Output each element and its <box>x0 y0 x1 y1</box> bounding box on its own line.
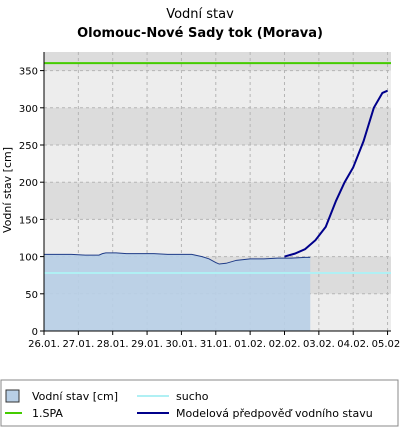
x-tick-label-8: 03.02. <box>303 339 335 350</box>
x-tick-label-1: 27.01. <box>62 339 94 350</box>
band-3 <box>44 52 391 71</box>
plot-area: 0 50 100 150 200 250 300 350 26.01. 27.01. 28.01. 2… <box>19 52 400 350</box>
x-tick-label-7: 02.02. <box>269 339 301 350</box>
x-tick-label-9: 04.02. <box>337 339 369 350</box>
legend-spa-label: 1.SPA <box>32 407 63 420</box>
legend-observed-symbol <box>5 389 20 403</box>
chart-subtitle: Olomouc-Nové Sady tok (Morava) <box>77 26 323 41</box>
x-tick-label-2: 28.01. <box>97 339 129 350</box>
x-tick-label-3: 29.01. <box>131 339 163 350</box>
legend-frame <box>0 379 399 427</box>
y-tick-label-150: 150 <box>19 215 38 226</box>
y-tick-label-350: 350 <box>19 67 38 78</box>
observed-level-area <box>44 252 311 331</box>
x-tick-label-6: 01.02. <box>234 339 266 350</box>
legend-forecast-label: Modelová předpověď vodního stavu <box>176 407 373 420</box>
x-tick-label-4: 30.01. <box>166 339 198 350</box>
x-tick-label-5: 31.01. <box>200 339 232 350</box>
y-axis-label: Vodní stav [cm] <box>1 147 14 233</box>
legend-observed-label: Vodní stav [cm] <box>32 390 118 403</box>
x-tick-label-10: 05.02. <box>372 339 400 350</box>
x-tick-label-0: 26.01. <box>28 339 60 350</box>
band-2 <box>44 107 391 145</box>
y-tick-label-0: 0 <box>32 327 38 338</box>
y-tick-label-100: 100 <box>19 253 38 264</box>
y-tick-label-50: 50 <box>25 290 38 301</box>
y-tick-label-250: 250 <box>19 141 38 152</box>
legend: Vodní stav [cm] sucho 1.SPA Modelová pře… <box>0 379 399 427</box>
band-1 <box>44 182 391 220</box>
y-tick-label-300: 300 <box>19 104 38 115</box>
legend-sucho-label: sucho <box>176 390 209 403</box>
observed-level-line <box>44 252 311 265</box>
y-tick-label-200: 200 <box>19 178 38 189</box>
chart-title: Vodní stav <box>166 7 234 22</box>
forecast-line <box>284 89 388 258</box>
